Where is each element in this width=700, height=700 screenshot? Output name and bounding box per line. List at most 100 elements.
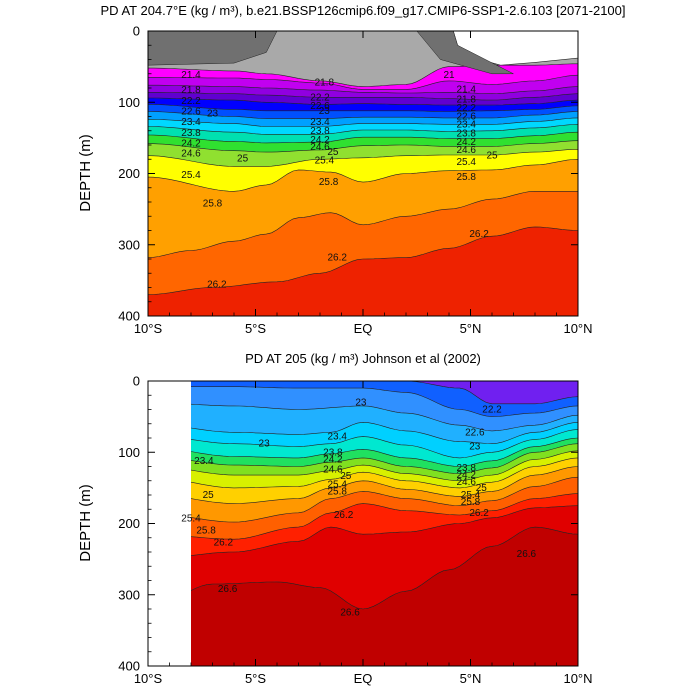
top-contour-label: 25.8	[203, 198, 223, 209]
bottom-contour-label: 23	[469, 442, 481, 453]
bottom-contour-label: 23	[259, 439, 271, 450]
top-contour-band	[148, 75, 578, 94]
top-contour-label: 22.2	[310, 92, 330, 103]
bottom-contour-label: 24.2	[456, 470, 476, 481]
top-contour-label: 21.4	[181, 70, 201, 81]
top-contour-line	[148, 74, 578, 90]
top-y-tick-label: 0	[133, 24, 140, 39]
top-contour-band	[148, 124, 578, 143]
top-contour-label: 22.6	[310, 101, 330, 112]
top-contour-label: 24.6	[310, 142, 330, 153]
bottom-contour-band	[148, 493, 578, 560]
top-contour-label: 22.2	[181, 96, 201, 107]
bottom-contour-lines	[148, 381, 578, 666]
top-contour-label: 24.2	[310, 135, 330, 146]
bottom-contour-label: 26.6	[340, 608, 360, 619]
bottom-contour-line	[148, 526, 578, 610]
bottom-contour-line	[148, 476, 578, 523]
bottom-contour-label: 25	[203, 490, 215, 501]
top-contour-line	[148, 111, 578, 119]
top-contour-label: 24.2	[456, 137, 476, 148]
bottom-contour-band	[148, 422, 578, 458]
bottom-y-axis-label: DEPTH (m)	[77, 484, 94, 562]
bottom-contour-line	[148, 466, 578, 504]
top-contour-label: 21	[443, 70, 455, 81]
top-contour-band	[148, 111, 578, 127]
bottom-contour-band	[148, 402, 578, 444]
bottom-contour-label: 23.4	[327, 432, 347, 443]
bottom-contour-label: 22.6	[465, 427, 485, 438]
panel-bottom: PD AT 205 (kg / m³) Johnson et al (2002)…	[77, 351, 593, 686]
bottom-contour-fills	[148, 381, 578, 666]
top-y-axis-label: DEPTH (m)	[77, 134, 94, 212]
bottom-x-tick-label: 10°N	[563, 671, 592, 686]
top-contour-label: 21.8	[456, 94, 476, 105]
bottom-contour-label: 25	[340, 471, 352, 482]
top-contour-label: 25.4	[315, 156, 335, 167]
bottom-contour-label: 24.2	[323, 454, 343, 465]
bottom-title: PD AT 205 (kg / m³) Johnson et al (2002)	[245, 351, 481, 366]
top-contour-label: 23	[207, 109, 219, 120]
bottom-contour-band	[148, 505, 578, 609]
top-contour-line	[148, 191, 578, 258]
top-contour-label: 23.4	[181, 117, 201, 128]
top-contour-fills	[148, 31, 578, 316]
top-axis-ticks: 10°S 5°S EQ 5°N 10°N 0 100 200 300 400	[118, 24, 592, 337]
top-contour-line	[148, 84, 578, 95]
top-contour-line	[148, 124, 578, 135]
bottom-contour-label: 25.4	[461, 490, 481, 501]
bottom-contour-label: 23.8	[323, 447, 343, 458]
bottom-x-tick-label: 5°N	[460, 671, 482, 686]
top-x-tick-label: 10°S	[134, 321, 163, 336]
top-contour-line	[148, 97, 578, 106]
top-contour-band	[148, 104, 578, 119]
top-contour-label: 26.2	[469, 229, 489, 240]
bottom-contour-labels: 22.222.623 2323.423.423.824.224.62525.425…	[181, 397, 536, 618]
top-contour-band	[148, 132, 578, 153]
bottom-contour-line	[148, 429, 578, 459]
top-y-tick-label: 400	[118, 309, 140, 324]
bottom-y-tick-label: 300	[118, 587, 140, 602]
top-contour-label: 24.2	[181, 139, 201, 150]
bottom-axis-ticks: 10°S 5°S EQ 5°N 10°N 0 100 200 300 400	[118, 374, 592, 687]
bottom-contour-line	[148, 381, 578, 405]
bottom-y-tick-label: 0	[133, 374, 140, 389]
bottom-contour-label: 25.4	[327, 479, 347, 490]
top-contour-line	[148, 140, 578, 153]
bottom-contour-label: 25.8	[327, 486, 347, 497]
top-contour-line	[148, 63, 578, 87]
top-contour-label: 26.2	[207, 280, 227, 291]
bottom-contour-line	[148, 493, 578, 540]
top-x-tick-label: 10°N	[563, 321, 592, 336]
top-contour-label: 26.2	[327, 253, 347, 264]
bottom-contour-line	[148, 443, 578, 474]
top-title: PD AT 204.7°E (kg / m³), b.e21.BSSP126cm…	[100, 3, 625, 18]
bottom-contour-line	[148, 457, 578, 489]
top-contour-label: 22.6	[456, 112, 476, 123]
top-contour-label: 24.6	[456, 145, 476, 156]
top-contour-label: 24.6	[181, 149, 201, 160]
top-contour-label: 23.4	[456, 119, 476, 130]
top-contour-label: 25.4	[181, 170, 201, 181]
top-contour-label: 21.8	[181, 85, 201, 96]
top-y-tick-label: 200	[118, 166, 140, 181]
top-contour-label: 21.4	[456, 84, 476, 95]
bottom-contour-line	[148, 402, 578, 432]
bottom-contour-band	[148, 477, 578, 540]
top-contour-label: 23	[319, 106, 331, 117]
bottom-contour-band	[148, 386, 578, 431]
bottom-contour-label: 23.8	[456, 463, 476, 474]
bottom-contour-label: 24.6	[456, 477, 476, 488]
top-contour-band	[148, 226, 578, 316]
top-contour-label: 25.8	[319, 177, 339, 188]
top-contour-line	[148, 159, 578, 192]
bottom-contour-label: 26.2	[469, 508, 489, 519]
bottom-contour-label: 23.4	[194, 456, 214, 467]
top-contour-band	[148, 92, 578, 106]
bottom-contour-label: 22.2	[482, 405, 502, 416]
top-contour-label: 25.4	[456, 157, 476, 168]
bottom-contour-band	[148, 429, 578, 467]
bottom-contour-label: 25.4	[181, 514, 201, 525]
top-surface-patch	[148, 31, 278, 66]
top-contour-line	[148, 104, 578, 112]
